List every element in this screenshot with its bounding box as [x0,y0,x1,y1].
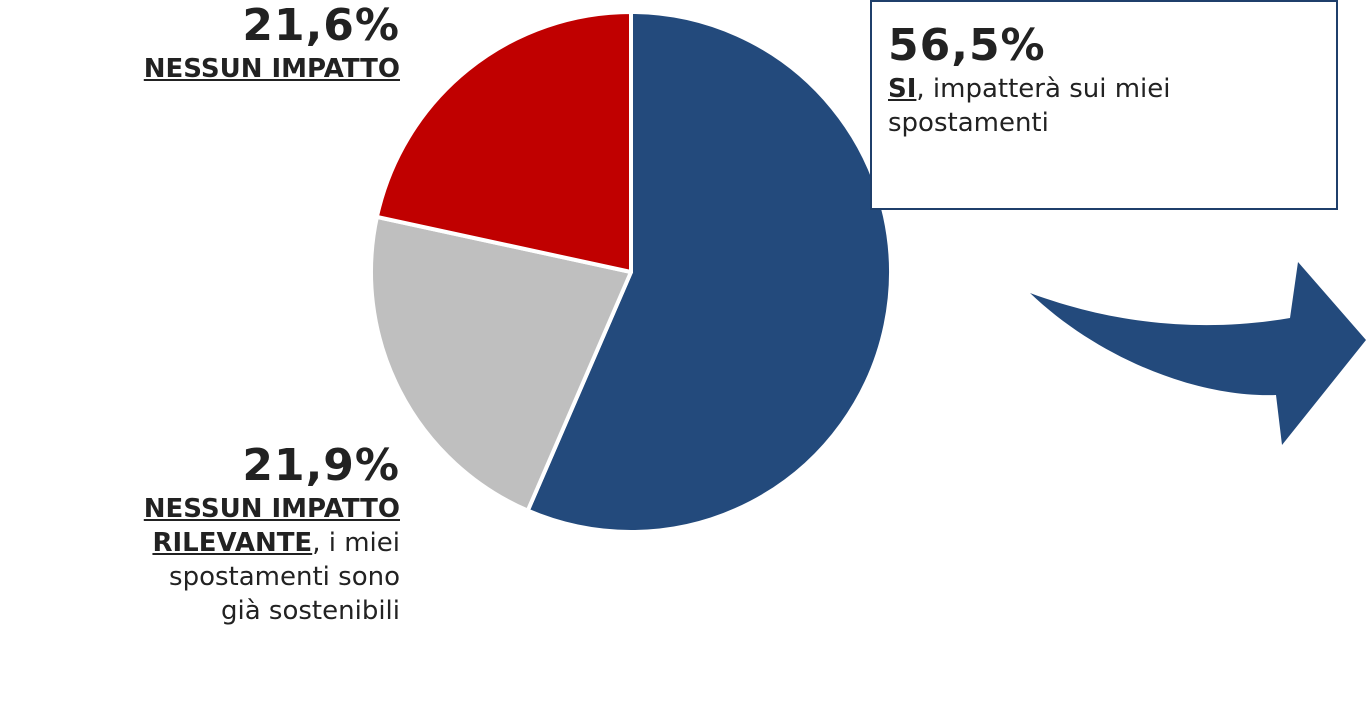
title-rilevante-line2: RILEVANTE [152,528,313,558]
pie-slice-1 [369,214,633,513]
label-nessun-impatto-rilevante: 21,9% NESSUN IMPATTO RILEVANTE, i miei s… [20,440,400,628]
pct-nessun-impatto: 21,6% [242,0,400,51]
si-line1: SI, impatterà sui miei [888,72,1320,106]
si-callout-box: 56,5% SI, impatterà sui miei spostamenti [870,0,1338,210]
pie-slice-2 [374,10,633,274]
rilevante-body-line1: , i miei [312,528,400,558]
title-nessun-impatto: NESSUN IMPATTO [143,54,400,84]
si-strong: SI [888,74,917,104]
pct-nessun-impatto-rilevante: 21,9% [242,440,400,491]
si-body-line1: , impatterà sui miei [916,74,1171,104]
pie-slices [369,10,893,534]
rilevante-body-line3: già sostenibili [221,596,400,626]
pie-slice-0 [525,10,893,534]
pct-si: 56,5% [888,20,1046,71]
label-nessun-impatto: 21,6% NESSUN IMPATTO [20,0,400,86]
curved-arrow-icon [1030,262,1366,445]
si-body-line2: spostamenti [888,108,1049,138]
rilevante-body-line2: spostamenti sono [169,562,400,592]
rilevante-line2: RILEVANTE, i miei [20,526,400,560]
title-rilevante-line1: NESSUN IMPATTO [143,494,400,524]
